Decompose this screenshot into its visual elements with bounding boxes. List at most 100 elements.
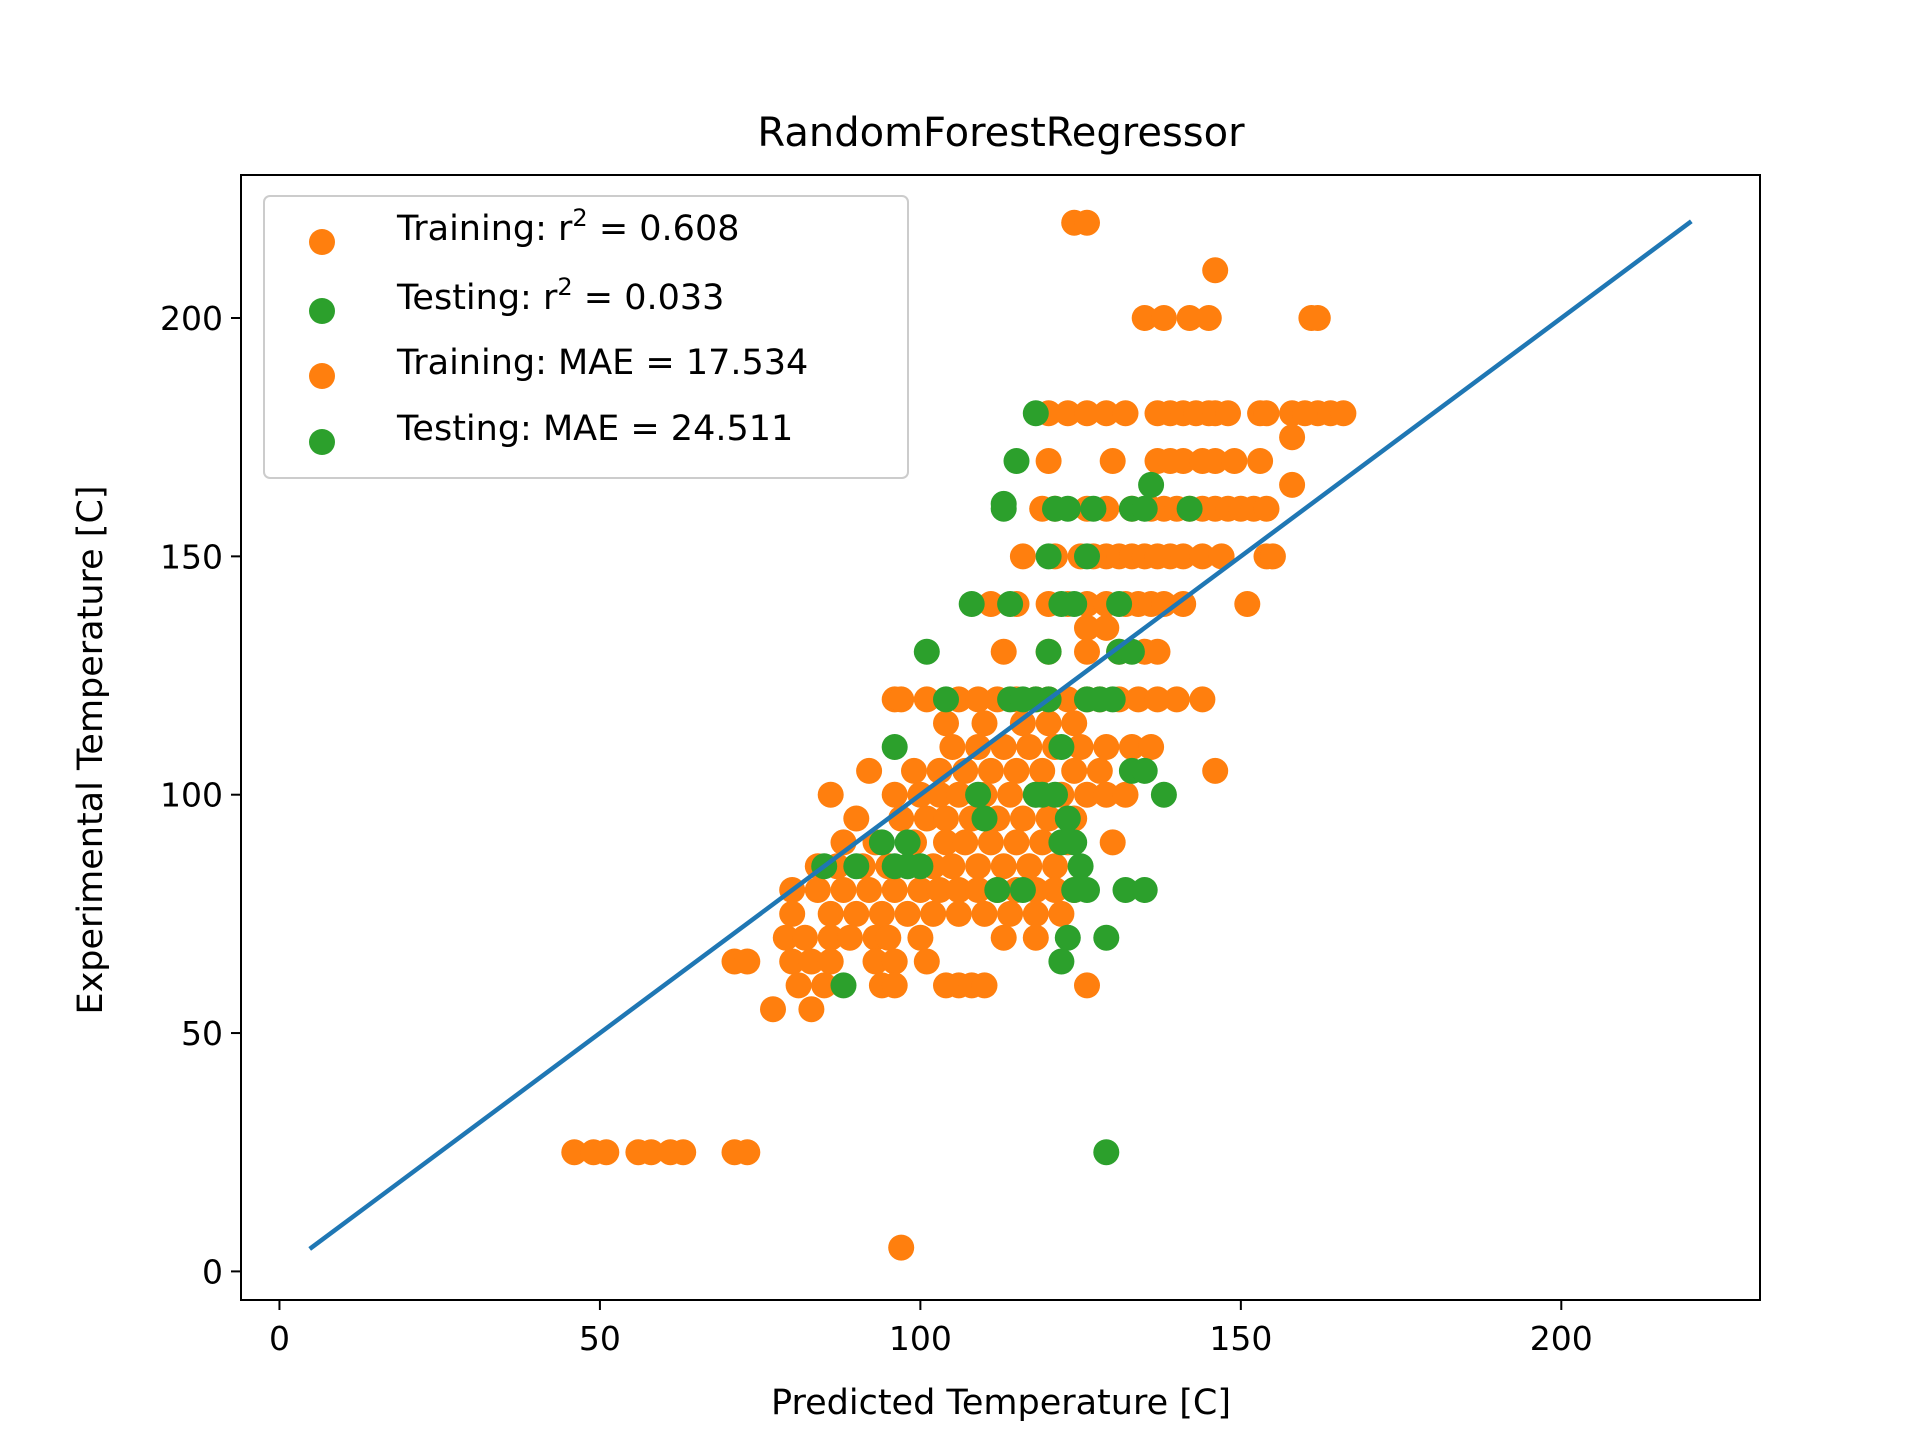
- training-point: [1100, 448, 1126, 474]
- training-point: [939, 734, 965, 760]
- testing-point: [1074, 543, 1100, 569]
- training-point: [1093, 734, 1119, 760]
- training-point: [843, 901, 869, 927]
- training-point: [1138, 734, 1164, 760]
- testing-point: [991, 496, 1017, 522]
- training-point: [1061, 710, 1087, 736]
- legend: Training: r2 = 0.608 Testing: r2 = 0.033 T…: [264, 196, 908, 478]
- testing-point: [1061, 591, 1087, 617]
- training-point: [786, 972, 812, 998]
- testing-point: [1068, 853, 1094, 879]
- training-point: [1087, 758, 1113, 784]
- testing-point: [1100, 686, 1126, 712]
- training-point: [1189, 686, 1215, 712]
- testing-point: [1106, 591, 1132, 617]
- training-point: [933, 710, 959, 736]
- training-point: [972, 972, 998, 998]
- training-point: [991, 853, 1017, 879]
- training-point: [1061, 758, 1087, 784]
- training-point: [946, 901, 972, 927]
- training-point: [1036, 448, 1062, 474]
- training-point: [1004, 758, 1030, 784]
- testing-point: [1151, 782, 1177, 808]
- training-point: [972, 901, 998, 927]
- training-point: [907, 925, 933, 951]
- testing-point: [1132, 496, 1158, 522]
- training-point: [914, 949, 940, 975]
- testing-point: [1048, 734, 1074, 760]
- training-point: [1247, 448, 1273, 474]
- testing-point: [1061, 829, 1087, 855]
- training-point: [734, 949, 760, 975]
- training-point: [856, 758, 882, 784]
- testing-point: [1093, 925, 1119, 951]
- testing-point: [1042, 782, 1068, 808]
- testing-point: [1023, 400, 1049, 426]
- training-point: [997, 901, 1023, 927]
- testing-point: [1055, 925, 1081, 951]
- training-point: [1279, 472, 1305, 498]
- legend-label: Testing: MAE = 24.511: [396, 409, 793, 449]
- testing-point: [882, 734, 908, 760]
- training-point: [1196, 305, 1222, 331]
- training-point: [901, 758, 927, 784]
- training-point: [965, 853, 991, 879]
- y-tick-label: 50: [181, 1014, 223, 1053]
- training-point: [1016, 734, 1042, 760]
- training-point: [1279, 424, 1305, 450]
- chart-title: RandomForestRegressor: [757, 110, 1245, 156]
- training-point: [792, 925, 818, 951]
- testing-point: [914, 639, 940, 665]
- x-tick-label: 0: [269, 1319, 290, 1358]
- testing-point: [1010, 877, 1036, 903]
- legend-marker: [309, 429, 335, 455]
- testing-point: [965, 782, 991, 808]
- training-point: [1016, 853, 1042, 879]
- y-tick-label: 150: [160, 537, 223, 576]
- legend-marker: [309, 363, 335, 389]
- testing-point: [1036, 639, 1062, 665]
- testing-point: [1048, 949, 1074, 975]
- testing-point: [959, 591, 985, 617]
- y-tick-label: 100: [160, 776, 223, 815]
- training-point: [1004, 829, 1030, 855]
- training-point: [920, 901, 946, 927]
- training-point: [1254, 496, 1280, 522]
- training-point: [1074, 972, 1100, 998]
- testing-point: [907, 853, 933, 879]
- training-point: [1254, 400, 1280, 426]
- testing-point: [1055, 806, 1081, 832]
- testing-point: [1004, 448, 1030, 474]
- training-point: [798, 996, 824, 1022]
- x-tick-label: 100: [889, 1319, 952, 1358]
- training-point: [1145, 639, 1171, 665]
- testing-point: [895, 829, 921, 855]
- training-point: [1113, 400, 1139, 426]
- training-point: [818, 901, 844, 927]
- training-point: [1215, 400, 1241, 426]
- training-point: [1100, 829, 1126, 855]
- x-tick-label: 150: [1209, 1319, 1272, 1358]
- training-point: [779, 901, 805, 927]
- training-point: [805, 877, 831, 903]
- training-point: [1113, 782, 1139, 808]
- training-point: [1221, 448, 1247, 474]
- training-point: [978, 758, 1004, 784]
- testing-point: [1132, 877, 1158, 903]
- training-point: [1010, 543, 1036, 569]
- training-point: [882, 877, 908, 903]
- x-axis-label: Predicted Temperature [C]: [771, 1383, 1231, 1423]
- training-point: [818, 782, 844, 808]
- training-point: [888, 1235, 914, 1261]
- legend-label: Training: MAE = 17.534: [396, 343, 808, 383]
- training-point: [1260, 543, 1286, 569]
- training-point: [1042, 853, 1068, 879]
- x-tick-label: 50: [579, 1319, 621, 1358]
- testing-point: [1132, 758, 1158, 784]
- legend-label: Training: r2 = 0.608: [396, 204, 739, 249]
- training-point: [952, 829, 978, 855]
- training-point: [1074, 639, 1100, 665]
- training-point: [882, 782, 908, 808]
- legend-marker: [309, 229, 335, 255]
- y-tick-label: 0: [202, 1252, 223, 1291]
